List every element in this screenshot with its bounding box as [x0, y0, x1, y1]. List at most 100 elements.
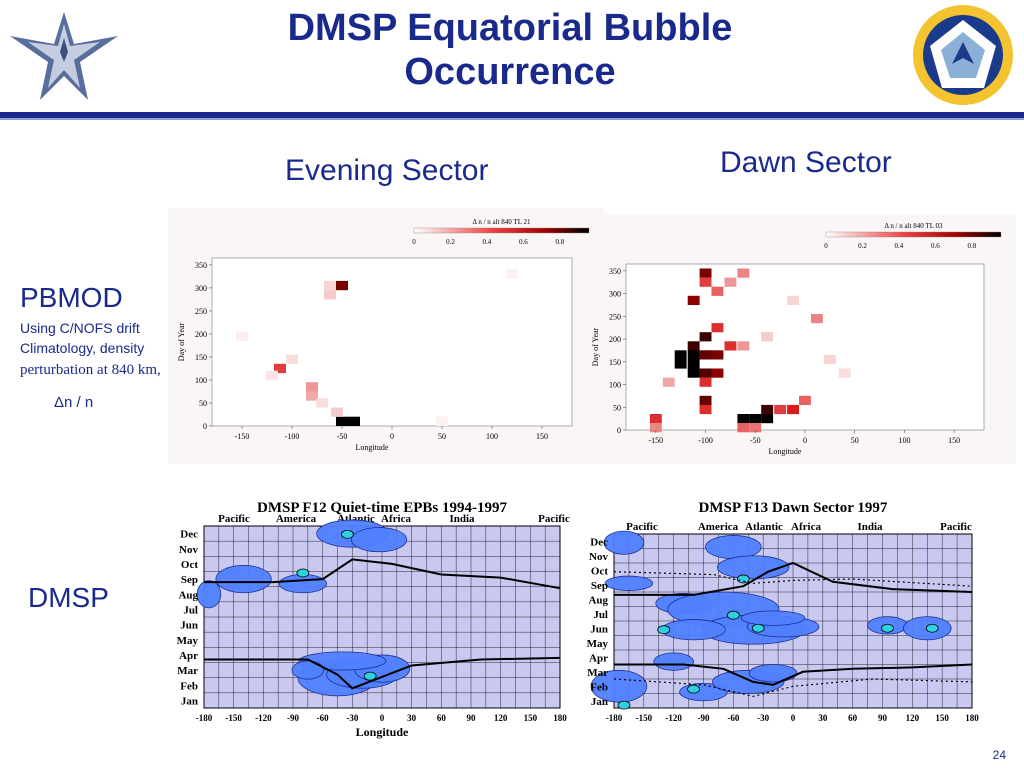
epb-contour-region [653, 652, 694, 671]
terminator-curve [204, 558, 561, 590]
dotted-terminator-curve [613, 678, 973, 698]
month-label: Jul [593, 609, 608, 621]
month-label: Oct [181, 559, 198, 571]
region-label: America [698, 521, 739, 533]
region-label: Africa [791, 521, 821, 533]
month-label: Feb [180, 680, 198, 692]
pbmod-desc-3: perturbation at 840 km, [20, 362, 161, 378]
epb-contour-region [196, 580, 222, 609]
month-label: Oct [591, 565, 608, 577]
month-label: Mar [587, 667, 608, 679]
terminator-curve [614, 663, 973, 686]
epb-contour-region [717, 555, 790, 580]
heat-cell [506, 269, 518, 279]
x-tick-label: 100 [898, 436, 910, 445]
colorbar-tick-label: 0.6 [931, 242, 940, 250]
y-tick-label: 250 [609, 312, 621, 321]
heat-cell [286, 354, 298, 364]
heat-cell [711, 350, 724, 360]
epb-contour-peak [687, 684, 700, 694]
x-tick-label: 50 [851, 436, 859, 445]
heat-cell [436, 416, 448, 426]
month-label: Mar [177, 665, 198, 677]
month-label: Nov [589, 551, 608, 563]
heat-cell [674, 359, 687, 369]
heat-cell [737, 423, 750, 433]
y-tick-label: 300 [195, 284, 207, 293]
epb-contour-region [740, 610, 806, 626]
month-label: Jun [180, 620, 198, 632]
colorbar-tick-label: 0 [412, 238, 416, 246]
colorbar-title: Δ n / n alt 840 TL 21 [473, 218, 531, 226]
x-tick-label: -150 [225, 713, 242, 723]
heat-cell [336, 280, 348, 291]
heat-cell [266, 370, 278, 380]
heat-cell [699, 350, 712, 360]
heat-cell [699, 404, 712, 415]
heat-cell [699, 368, 712, 378]
heat-cell [811, 314, 823, 324]
epb-contour-region [590, 669, 648, 703]
plot-area [211, 257, 573, 427]
month-label: Dec [590, 536, 608, 548]
month-label: Jan [181, 695, 198, 707]
y-tick-label: 350 [609, 267, 621, 276]
y-tick-label: 0 [617, 426, 621, 435]
x-tick-label: 90 [467, 713, 477, 723]
y-tick-label: 250 [195, 307, 207, 316]
dawn-sector-heading: Dawn Sector [720, 146, 892, 179]
heat-cell [649, 423, 662, 433]
heat-cell [737, 268, 750, 278]
epb-contour-region [350, 527, 408, 553]
month-label: Sep [181, 574, 198, 586]
region-label: India [857, 521, 883, 533]
heat-cell [687, 341, 700, 351]
x-tick-label: 180 [965, 713, 979, 723]
month-label: Feb [590, 681, 608, 693]
y-axis-label: Day of Year [591, 327, 600, 366]
heat-cell [662, 377, 675, 387]
x-tick-label: 150 [536, 432, 548, 441]
heat-cell [749, 423, 762, 433]
x-tick-label: 120 [494, 713, 508, 723]
x-axis-label: Longitude [356, 443, 389, 452]
slide-title: DMSP Equatorial Bubble Occurrence [287, 7, 733, 93]
epb-contour-region [603, 530, 645, 555]
month-label: Sep [591, 580, 608, 592]
x-tick-label: -50 [337, 432, 348, 441]
x-tick-label: -100 [698, 436, 713, 445]
y-axis-label: Day of Year [177, 322, 186, 361]
x-tick-label: -60 [317, 713, 329, 723]
heat-cell [316, 398, 328, 408]
epb-contour-peak [340, 529, 354, 539]
air-force-wings-logo [10, 12, 118, 100]
epb-contour-region [291, 660, 325, 680]
heat-cell [761, 414, 774, 424]
region-label: Atlantic [745, 521, 783, 533]
heat-cell [838, 368, 851, 378]
y-tick-label: 300 [609, 290, 621, 299]
colorbar-tick-label: 0.2 [858, 242, 867, 250]
title-divider [0, 112, 1024, 118]
heat-cell [699, 377, 712, 387]
terminator-curve [614, 561, 973, 596]
pbmod-desc-4: Δn / n [54, 394, 94, 411]
y-tick-label: 350 [195, 261, 207, 270]
x-tick-label: 60 [437, 713, 447, 723]
heat-cell [687, 295, 700, 305]
epb-contour-region [604, 575, 654, 591]
x-tick-label: -120 [665, 713, 682, 723]
epb-contour-region [215, 565, 272, 594]
dotted-terminator-curve [613, 571, 973, 587]
epb-contour-region [748, 664, 798, 683]
x-tick-label: 60 [848, 713, 858, 723]
heat-cell [687, 368, 700, 378]
heat-cell [687, 350, 700, 360]
heat-cell [761, 404, 774, 415]
y-tick-label: 100 [609, 381, 621, 390]
x-tick-label: 30 [818, 713, 828, 723]
contour-title: DMSP F13 Dawn Sector 1997 [699, 500, 888, 516]
heat-cell [711, 286, 724, 296]
y-tick-label: 100 [195, 376, 207, 385]
y-tick-label: 200 [609, 335, 621, 344]
